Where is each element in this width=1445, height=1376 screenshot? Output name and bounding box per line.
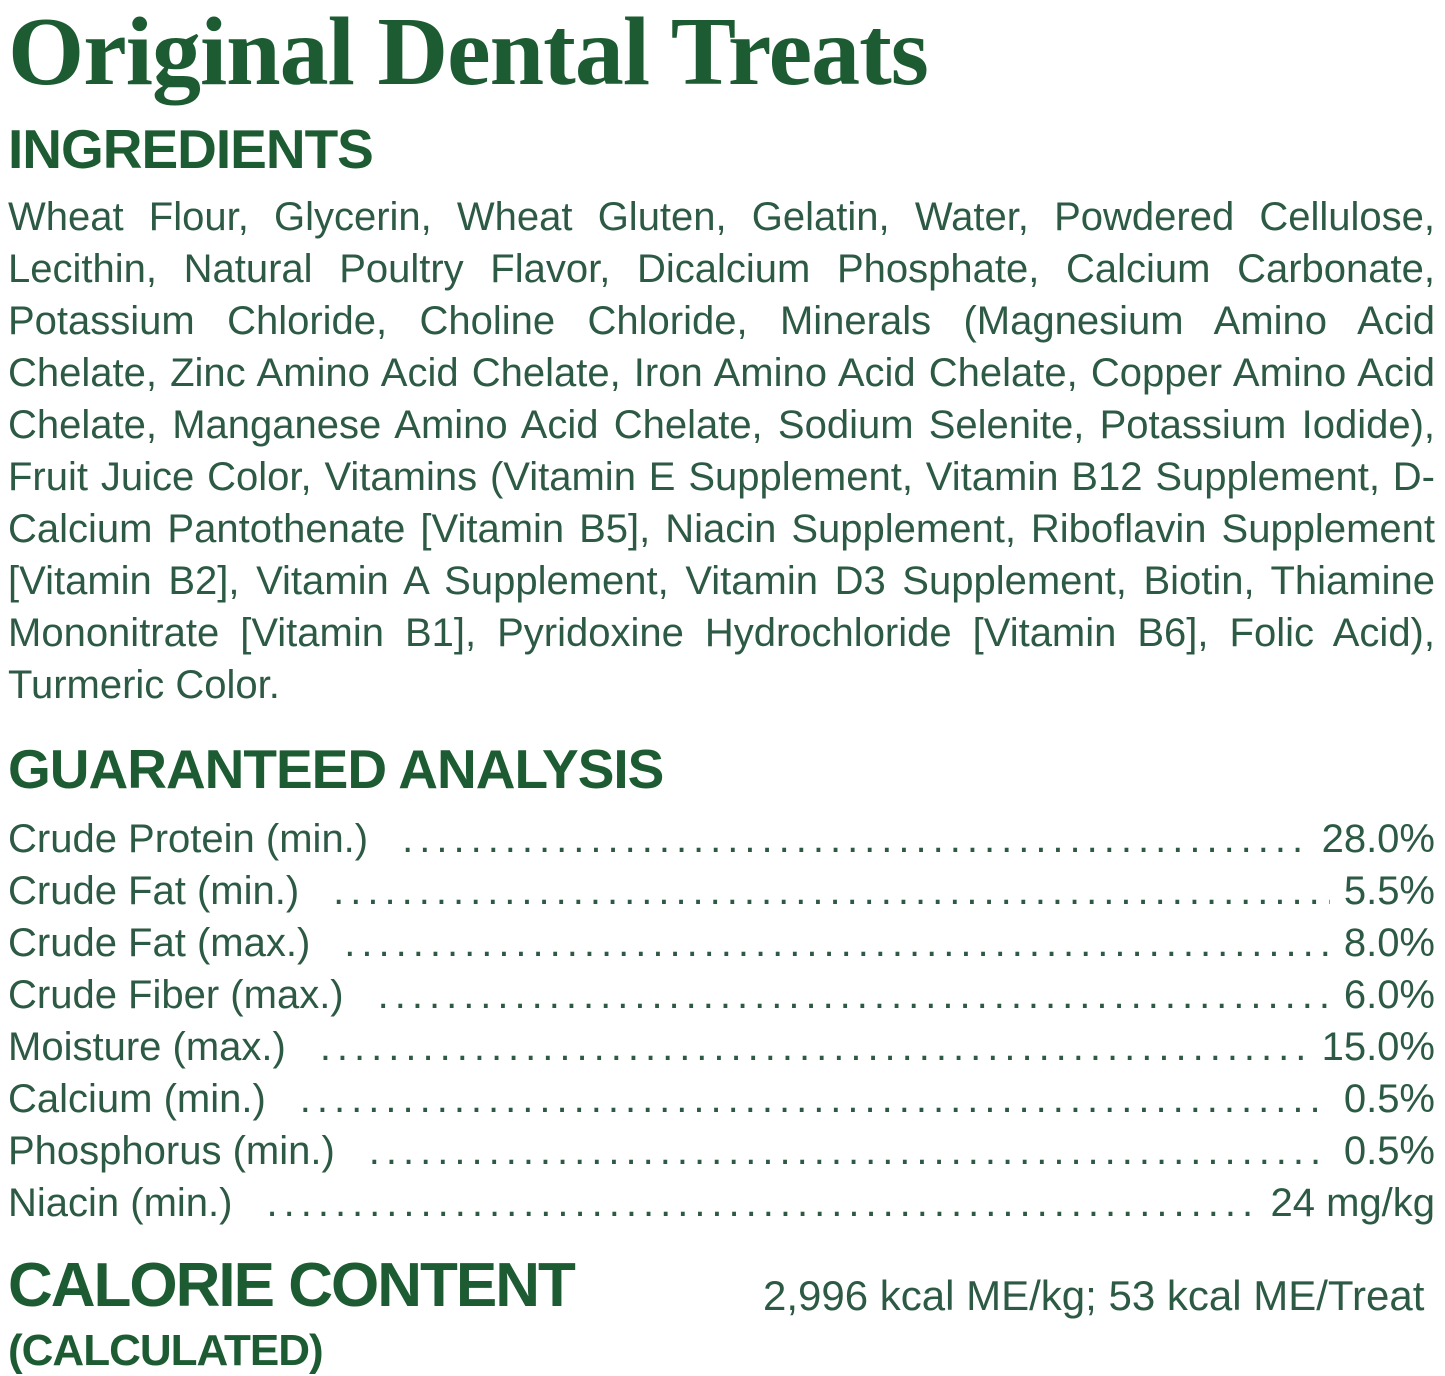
calorie-content-heading: CALORIE CONTENT (CALCULATED) xyxy=(8,1250,763,1375)
analysis-value: 5.5% xyxy=(1343,868,1435,913)
analysis-label: Crude Fiber (max.) xyxy=(8,972,344,1017)
analysis-label: Crude Protein (min.) xyxy=(8,816,369,861)
dot-leader xyxy=(402,813,1307,865)
guaranteed-analysis-heading: GUARANTEED ANALYSIS xyxy=(8,737,664,800)
dot-leader xyxy=(333,865,1330,917)
dot-leader xyxy=(378,969,1330,1021)
calorie-content-heading-line2: (CALCULATED) xyxy=(8,1325,324,1375)
dot-leader xyxy=(300,1073,1330,1125)
calorie-content-heading-line1: CALORIE CONTENT xyxy=(8,1250,576,1320)
analysis-value: 0.5% xyxy=(1343,1128,1435,1173)
analysis-label: Crude Fat (min.) xyxy=(8,868,300,913)
table-row: Niacin (min.) 24 mg/kg xyxy=(8,1177,1435,1229)
dot-leader xyxy=(369,1125,1330,1177)
analysis-value: 6.0% xyxy=(1343,972,1435,1017)
analysis-label: Crude Fat (max.) xyxy=(8,920,311,965)
table-row: Calcium (min.) 0.5% xyxy=(8,1073,1435,1125)
analysis-label: Moisture (max.) xyxy=(8,1024,286,1069)
ingredients-heading: INGREDIENTS xyxy=(8,118,374,181)
dot-leader xyxy=(344,917,1330,969)
table-row: Crude Fiber (max.) 6.0% xyxy=(8,969,1435,1021)
analysis-label: Calcium (min.) xyxy=(8,1076,266,1121)
guaranteed-analysis-table: Crude Protein (min.) 28.0% Crude Fat (mi… xyxy=(8,813,1435,1229)
dot-leader xyxy=(266,1177,1256,1229)
table-row: Phosphorus (min.) 0.5% xyxy=(8,1125,1435,1177)
dot-leader xyxy=(320,1021,1308,1073)
table-row: Moisture (max.) 15.0% xyxy=(8,1021,1435,1073)
analysis-value: 15.0% xyxy=(1321,1024,1435,1069)
analysis-label: Niacin (min.) xyxy=(8,1180,233,1225)
calorie-content-value: 2,996 kcal ME/kg; 53 kcal ME/Treat xyxy=(763,1271,1425,1319)
page-title: Original Dental Treats xyxy=(8,0,929,106)
table-row: Crude Fat (min.) 5.5% xyxy=(8,865,1435,917)
table-row: Crude Fat (max.) 8.0% xyxy=(8,917,1435,969)
analysis-value: 8.0% xyxy=(1343,920,1435,965)
calorie-content-section: CALORIE CONTENT (CALCULATED) 2,996 kcal … xyxy=(8,1250,1435,1375)
analysis-value: 28.0% xyxy=(1321,816,1435,861)
analysis-value: 24 mg/kg xyxy=(1270,1180,1435,1225)
analysis-label: Phosphorus (min.) xyxy=(8,1128,335,1173)
analysis-value: 0.5% xyxy=(1343,1076,1435,1121)
ingredients-text: Wheat Flour, Glycerin, Wheat Gluten, Gel… xyxy=(8,194,1435,707)
table-row: Crude Protein (min.) 28.0% xyxy=(8,813,1435,865)
